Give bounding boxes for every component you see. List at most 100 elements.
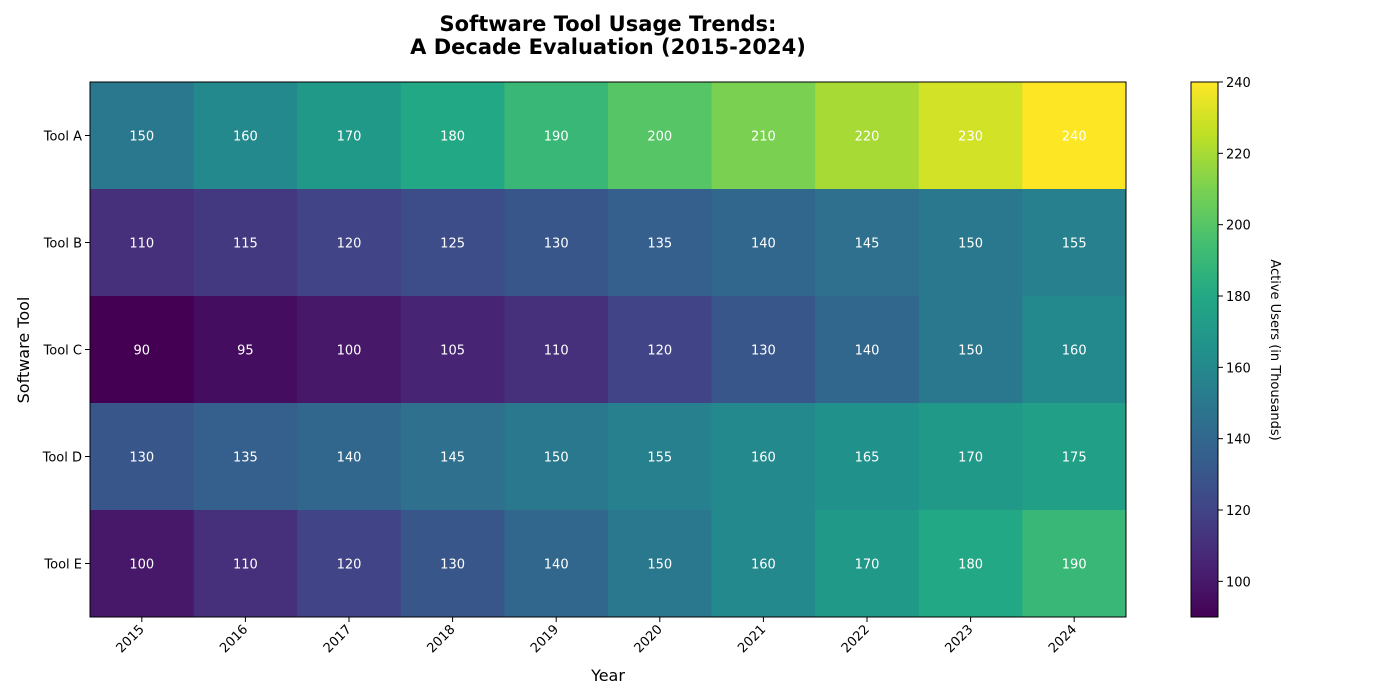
heatmap-cell bbox=[90, 403, 195, 511]
y-tick-label: Tool B bbox=[43, 237, 82, 252]
x-tick-label: 2015 bbox=[114, 622, 148, 656]
cell-value-label: 120 bbox=[647, 344, 672, 359]
cell-value-label: 180 bbox=[440, 130, 465, 145]
heatmap-cell bbox=[297, 82, 402, 190]
heatmap-cell bbox=[1022, 510, 1127, 618]
cell-value-label: 110 bbox=[544, 344, 569, 359]
cell-value-label: 180 bbox=[958, 558, 983, 573]
cell-value-label: 95 bbox=[237, 344, 254, 359]
x-tick-label: 2020 bbox=[632, 622, 666, 656]
cell-value-label: 130 bbox=[751, 344, 776, 359]
heatmap-cell bbox=[1022, 82, 1127, 190]
heatmap-cell bbox=[815, 403, 920, 511]
cell-value-label: 130 bbox=[544, 237, 569, 252]
cell-value-label: 140 bbox=[855, 344, 880, 359]
cell-value-label: 175 bbox=[1062, 451, 1087, 466]
y-tick-label: Tool D bbox=[42, 451, 82, 466]
heatmap-cells: 150 160 170 180 190 200 210 220 230 240 110 115 120 1… bbox=[90, 82, 1127, 618]
colorbar bbox=[1190, 81, 1219, 618]
y-axis-label: Software Tool bbox=[14, 297, 33, 404]
cell-value-label: 120 bbox=[337, 237, 362, 252]
chart-title-line-2: A Decade Evaluation (2015-2024) bbox=[410, 35, 806, 59]
cell-value-label: 100 bbox=[129, 558, 154, 573]
heatmap-cell bbox=[504, 189, 609, 297]
cell-value-label: 110 bbox=[129, 237, 154, 252]
x-axis-ticks: 2015 2016 2017 2018 2019 2020 2021 2022 2023 2024 bbox=[114, 617, 1080, 656]
x-tick-label: 2016 bbox=[217, 622, 251, 656]
heatmap-cell bbox=[90, 296, 195, 404]
colorbar-tick-label: 120 bbox=[1226, 504, 1251, 519]
heatmap-cell bbox=[918, 403, 1023, 511]
cell-value-label: 150 bbox=[129, 130, 154, 145]
heatmap-cell bbox=[711, 82, 816, 190]
heatmap-cell bbox=[193, 82, 298, 190]
x-tick-label: 2018 bbox=[424, 622, 458, 656]
cell-value-label: 125 bbox=[440, 237, 465, 252]
colorbar-ticks: 100 120 140 160 180 200 220 240 bbox=[1218, 76, 1251, 590]
cell-value-label: 170 bbox=[855, 558, 880, 573]
cell-value-label: 140 bbox=[337, 451, 362, 466]
colorbar-label: Active Users (in Thousands) bbox=[1267, 259, 1282, 440]
cell-value-label: 105 bbox=[440, 344, 465, 359]
heatmap-cell bbox=[815, 510, 920, 618]
heatmap-cell bbox=[918, 189, 1023, 297]
x-axis-label: Year bbox=[590, 666, 625, 685]
chart-title-line-1: Software Tool Usage Trends: bbox=[440, 12, 777, 36]
cell-value-label: 165 bbox=[855, 451, 880, 466]
heatmap-cell bbox=[608, 510, 713, 618]
colorbar-tick-label: 140 bbox=[1226, 433, 1251, 448]
heatmap-cell bbox=[193, 189, 298, 297]
heatmap-cell bbox=[918, 82, 1023, 190]
x-tick-label: 2021 bbox=[735, 622, 769, 656]
heatmap-cell bbox=[711, 403, 816, 511]
heatmap-cell bbox=[1022, 403, 1127, 511]
heatmap-cell bbox=[815, 82, 920, 190]
cell-value-label: 100 bbox=[337, 344, 362, 359]
heatmap-cell bbox=[90, 189, 195, 297]
cell-value-label: 220 bbox=[855, 130, 880, 145]
colorbar-tick-label: 100 bbox=[1226, 575, 1251, 590]
cell-value-label: 160 bbox=[1062, 344, 1087, 359]
heatmap-cell bbox=[193, 403, 298, 511]
x-tick-label: 2024 bbox=[1046, 622, 1080, 656]
heatmap-cell bbox=[608, 403, 713, 511]
heatmap-cell bbox=[608, 82, 713, 190]
heatmap-cell bbox=[711, 296, 816, 404]
cell-value-label: 230 bbox=[958, 130, 983, 145]
cell-value-label: 115 bbox=[233, 237, 258, 252]
cell-value-label: 170 bbox=[958, 451, 983, 466]
cell-value-label: 240 bbox=[1062, 130, 1087, 145]
cell-value-label: 140 bbox=[751, 237, 776, 252]
cell-value-label: 150 bbox=[958, 344, 983, 359]
heatmap-cell bbox=[815, 189, 920, 297]
heatmap-cell bbox=[90, 82, 195, 190]
cell-value-label: 110 bbox=[233, 558, 258, 573]
cell-value-label: 135 bbox=[233, 451, 258, 466]
colorbar-tick-label: 180 bbox=[1226, 290, 1251, 305]
cell-value-label: 145 bbox=[440, 451, 465, 466]
cell-value-label: 170 bbox=[337, 130, 362, 145]
cell-value-label: 90 bbox=[134, 344, 151, 359]
cell-value-label: 140 bbox=[544, 558, 569, 573]
cell-value-label: 135 bbox=[647, 237, 672, 252]
colorbar-tick-label: 240 bbox=[1226, 76, 1251, 91]
heatmap-cell bbox=[400, 189, 505, 297]
heatmap-cell bbox=[608, 189, 713, 297]
cell-value-label: 120 bbox=[337, 558, 362, 573]
heatmap-cell bbox=[918, 296, 1023, 404]
x-tick-label: 2022 bbox=[839, 622, 873, 656]
cell-value-label: 155 bbox=[1062, 237, 1087, 252]
cell-value-label: 130 bbox=[440, 558, 465, 573]
heatmap-cell bbox=[193, 510, 298, 618]
colorbar-tick-label: 160 bbox=[1226, 361, 1251, 376]
heatmap-cell bbox=[711, 510, 816, 618]
cell-value-label: 150 bbox=[544, 451, 569, 466]
cell-value-label: 150 bbox=[647, 558, 672, 573]
heatmap-cell bbox=[815, 296, 920, 404]
cell-value-label: 160 bbox=[751, 558, 776, 573]
heatmap-cell bbox=[400, 403, 505, 511]
cell-value-label: 190 bbox=[544, 130, 569, 145]
heatmap-cell bbox=[918, 510, 1023, 618]
cell-value-label: 150 bbox=[958, 237, 983, 252]
